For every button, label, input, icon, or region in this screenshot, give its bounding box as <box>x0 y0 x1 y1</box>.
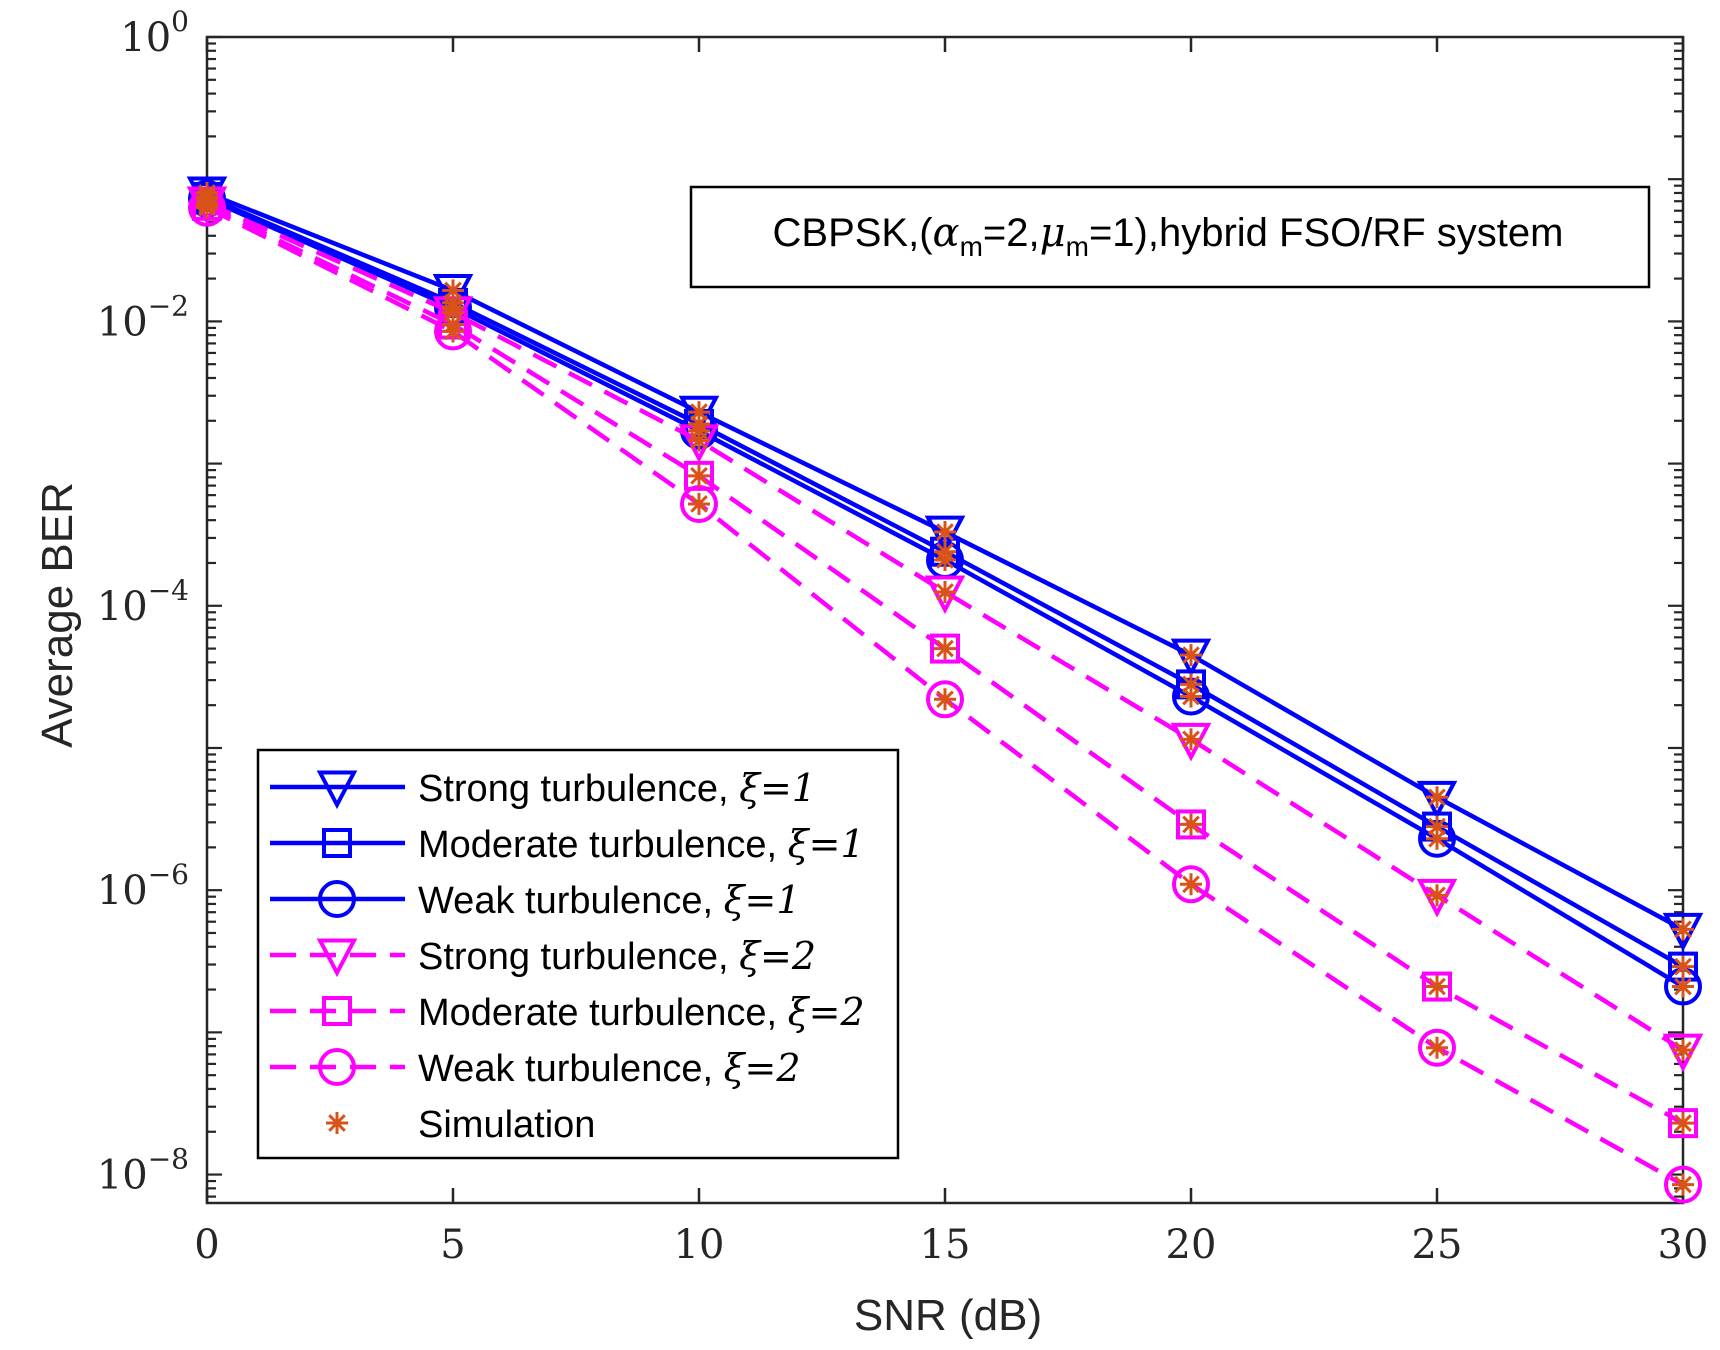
series-5-point-2 <box>680 484 718 523</box>
legend-label-2: Weak turbulence, ξ=1 <box>418 878 801 922</box>
x-tick-label-6: 30 <box>1658 1222 1709 1268</box>
simulation-point-0-3 <box>934 521 956 544</box>
series-4-point-6 <box>1668 1108 1698 1139</box>
legend-swatch-2 <box>270 880 405 918</box>
simulation-point-5-6 <box>1672 1173 1694 1196</box>
legend-swatch-1 <box>270 828 405 858</box>
legend-swatch-0 <box>270 770 405 810</box>
series-5-point-5 <box>1418 1028 1456 1067</box>
legend-marker-5 <box>318 1048 356 1086</box>
y-tick-label-0: 100 <box>120 5 189 61</box>
series-4-point-5 <box>1422 971 1452 1002</box>
simulation-point-2-3 <box>934 548 956 571</box>
y-tick-label-2: 10−4 <box>97 574 189 630</box>
series-5-point-4 <box>1172 865 1210 904</box>
legend-label-4: Moderate turbulence, ξ=2 <box>418 990 865 1034</box>
legend-marker-4 <box>322 996 352 1026</box>
legend-label-0: Strong turbulence, ξ=1 <box>418 766 816 810</box>
simulation-point-2-5 <box>1426 827 1448 850</box>
simulation-point-5-4 <box>1180 873 1202 896</box>
annotation-text: CBPSK,(αm=2,μm=1),hybrid FSO/RF system <box>773 210 1564 262</box>
simulation-point-5-5 <box>1426 1036 1448 1059</box>
simulation-point-0-6 <box>1672 918 1694 941</box>
x-axis-title: SNR (dB) <box>854 1291 1042 1340</box>
simulation-point-3-4 <box>1180 728 1202 751</box>
x-tick-labels: 0 5 10 15 20 25 30 <box>194 1222 1708 1268</box>
simulation-point-4-5 <box>1426 975 1448 998</box>
series-0-point-6 <box>1662 912 1704 952</box>
legend-marker-1 <box>322 828 352 858</box>
legend-marker-3 <box>316 938 358 978</box>
x-tick-label-5: 25 <box>1412 1222 1463 1268</box>
simulation-point-4-3 <box>934 637 956 660</box>
y-tick-label-4: 10−8 <box>97 1143 189 1199</box>
simulation-point-3-6 <box>1672 1039 1694 1062</box>
y-tick-labels: 100 10−2 10−4 10−6 10−8 <box>97 5 189 1199</box>
simulation-point-3-5 <box>1426 884 1448 907</box>
series-0-point-4 <box>1170 638 1212 678</box>
series-0-point-3 <box>924 515 966 555</box>
legend-swatch-simulation <box>326 1112 348 1134</box>
legend-label-3: Strong turbulence, ξ=2 <box>418 934 816 978</box>
simulation-point-5-0 <box>196 196 218 219</box>
series-0-point-5 <box>1416 780 1458 820</box>
legend-label-5: Weak turbulence, ξ=2 <box>418 1046 801 1090</box>
simulation-point-0-4 <box>1180 644 1202 667</box>
series-3-point-6 <box>1662 1033 1704 1073</box>
series-3-point-5 <box>1416 878 1458 918</box>
simulation-point-4-2 <box>688 464 710 487</box>
x-tick-label-0: 0 <box>194 1222 219 1268</box>
simulation-point-3-2 <box>688 429 710 452</box>
x-tick-label-1: 5 <box>440 1222 465 1268</box>
y-tick-label-3: 10−6 <box>97 858 189 914</box>
x-tick-label-2: 10 <box>674 1222 725 1268</box>
series-4-point-4 <box>1176 809 1206 840</box>
series-5-point-3 <box>926 680 964 719</box>
annotation-box: CBPSK,(αm=2,μm=1),hybrid FSO/RF system <box>689 185 1651 289</box>
legend-marker-2 <box>318 880 356 918</box>
y-axis-title: Average BER <box>33 482 82 748</box>
series-4-point-3 <box>930 633 960 664</box>
simulation-point-5-2 <box>688 492 710 515</box>
series-3-point-4 <box>1170 722 1212 762</box>
simulation-point-3-3 <box>934 581 956 604</box>
legend-label-simulation: Simulation <box>418 1104 595 1146</box>
legend: Strong turbulence, ξ=1 Moderate turbulen… <box>256 748 900 1160</box>
simulation-point-4-4 <box>1180 813 1202 836</box>
simulation-point-2-6 <box>1672 975 1694 998</box>
simulation-point-2-4 <box>1180 685 1202 708</box>
series-5-point-6 <box>1664 1165 1702 1204</box>
x-tick-label-3: 15 <box>920 1222 971 1268</box>
legend-swatch-5 <box>270 1048 405 1086</box>
series-layer <box>186 176 1704 1204</box>
x-tick-label-4: 20 <box>1166 1222 1217 1268</box>
simulation-point-5-3 <box>934 688 956 711</box>
simulation-point-5-1 <box>442 320 464 343</box>
series-3-point-3 <box>924 575 966 615</box>
simulation-point-4-6 <box>1672 1112 1694 1135</box>
legend-marker-0 <box>316 770 358 810</box>
legend-swatch-3 <box>270 938 405 978</box>
y-tick-label-1: 10−2 <box>97 289 189 345</box>
simulation-point-0-5 <box>1426 786 1448 809</box>
legend-swatch-4 <box>270 996 405 1026</box>
legend-label-1: Moderate turbulence, ξ=1 <box>418 822 865 866</box>
simulation-point-1-6 <box>1672 955 1694 978</box>
